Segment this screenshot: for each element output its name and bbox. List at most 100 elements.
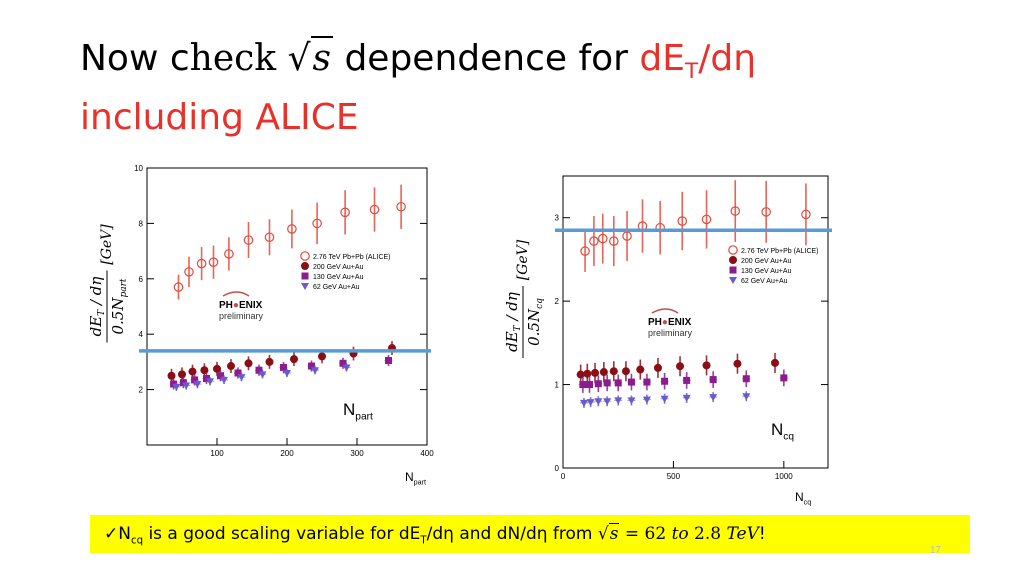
left-ytick-label: 2 <box>139 386 144 395</box>
right-data-point <box>597 233 608 244</box>
left-legend-marker <box>301 283 309 290</box>
title-line-1: Now check √s dependence for dET/dη <box>80 36 980 95</box>
slide-title: Now check √s dependence for dET/dη inclu… <box>80 36 980 141</box>
right-ylabel-num-tail: / dη <box>503 292 521 325</box>
right-series-3 <box>579 391 751 408</box>
banner-tev: TeV <box>726 524 759 544</box>
right-data-point <box>591 368 600 377</box>
left-legend-label: 200 GeV Au+Au <box>313 264 364 271</box>
left-ytick-label: 8 <box>139 219 144 228</box>
right-note-main: N <box>771 420 784 439</box>
left-data-point <box>287 224 297 234</box>
right-data-point <box>642 396 651 404</box>
left-xlabel-sub: part <box>413 477 427 487</box>
title-mid: dependence for <box>333 38 640 79</box>
left-ytick-label: 4 <box>139 330 144 339</box>
banner-sqrt-radicand: s <box>608 523 620 544</box>
right-data-point <box>636 365 645 374</box>
right-data-point <box>627 378 635 386</box>
left-legend-label: 62 GeV Au+Au <box>313 284 360 291</box>
left-data-point <box>220 376 228 384</box>
right-logo-a: PH <box>648 317 662 328</box>
left-logo-o: ● <box>233 300 239 311</box>
left-xtick-label: 100 <box>210 449 224 458</box>
title-prefix: Now c <box>80 38 190 79</box>
right-data-point <box>771 358 779 367</box>
right-ytick-label: 1 <box>555 381 560 390</box>
left-data-point <box>191 376 199 384</box>
left-data-point <box>318 352 326 361</box>
left-data-point <box>227 362 235 371</box>
right-data-point <box>702 361 711 370</box>
right-data-point <box>614 379 622 387</box>
right-data-point <box>594 398 603 406</box>
left-data-point <box>196 258 207 269</box>
left-logo-a: PH <box>219 300 233 311</box>
slide-number: 17 <box>930 545 942 556</box>
right-data-point <box>589 236 599 246</box>
right-legend-marker <box>729 266 737 274</box>
left-data-point <box>283 369 291 377</box>
left-data-point <box>172 383 181 391</box>
left-ytick-label: 6 <box>139 275 144 284</box>
left-data-point <box>339 359 347 367</box>
left-data-point <box>217 372 224 380</box>
right-data-point <box>709 376 717 384</box>
right-series-0 <box>580 180 811 272</box>
right-plot-note: Ncq <box>771 420 794 442</box>
left-ylabel-den-a: 0.5N <box>109 297 127 335</box>
right-logo-b: ENIX <box>668 317 692 328</box>
left-data-point <box>264 232 275 243</box>
left-data-point <box>396 201 406 212</box>
left-legend-marker <box>300 251 310 261</box>
right-plot: 0 1 2 3 0 500 1000 dET / dη [GeV] 0.5Ncq 2.76 TeV … <box>485 170 845 510</box>
banner-n-sub: cq <box>130 535 144 547</box>
right-data-point <box>579 381 587 389</box>
banner-to: to <box>671 524 689 544</box>
right-data-point <box>730 206 741 216</box>
left-ylabel: dET / dη [GeV] 0.5Npart <box>87 224 129 343</box>
left-data-point <box>342 364 351 372</box>
title-red-sub: T <box>685 59 699 85</box>
right-data-point <box>580 246 590 256</box>
right-data-point <box>709 394 718 402</box>
right-data-point <box>603 379 611 387</box>
left-data-point <box>290 355 298 364</box>
left-data-point <box>369 204 380 215</box>
title-red-de: dE <box>639 38 686 79</box>
left-data-point <box>243 235 254 245</box>
left-data-point <box>234 369 242 377</box>
left-legend-label: 2.76 TeV Pb+Pb (ALICE) <box>313 254 391 261</box>
right-xlabel-sub: cq <box>803 497 812 507</box>
right-ylabel-den-a: 0.5N <box>525 308 543 346</box>
right-data-point <box>586 381 593 389</box>
right-data-point <box>586 399 595 407</box>
left-ylabel-num-sub: T <box>97 309 107 316</box>
left-xtick-label: 400 <box>420 449 434 458</box>
left-legend-marker <box>301 262 309 270</box>
left-logo-preliminary: preliminary <box>219 311 264 321</box>
checkmark-icon: ✓ <box>104 524 119 544</box>
left-data-point <box>208 257 219 267</box>
right-xtick-label: 500 <box>667 472 681 481</box>
left-data-point <box>167 371 176 380</box>
left-ytick-label: 10 <box>134 164 143 173</box>
left-data-point <box>206 378 214 386</box>
left-data-point <box>312 218 322 229</box>
left-ylabel-num-tail: / dη <box>87 277 105 310</box>
left-data-point <box>244 359 253 368</box>
right-ytick-label: 0 <box>555 464 560 473</box>
left-ylabel-unit: [GeV] <box>99 224 115 265</box>
conclusion-banner: ✓Ncq is a good scaling variable for dET/… <box>90 515 970 553</box>
banner-excl: ! <box>758 524 766 544</box>
right-logo-o: ● <box>662 317 668 328</box>
banner-n: N <box>118 524 131 544</box>
left-plot: 2 4 6 8 10 100 200 300 400 dET / dη [GeV] 0.5Npart 2… <box>65 160 445 490</box>
right-legend-label: 62 GeV Au+Au <box>741 278 788 285</box>
left-data-point <box>265 357 274 366</box>
left-plot-note: Npart <box>343 400 373 422</box>
banner-sqrt-s: √s <box>597 523 620 544</box>
right-ylabel-den-sub: cq <box>535 298 545 309</box>
